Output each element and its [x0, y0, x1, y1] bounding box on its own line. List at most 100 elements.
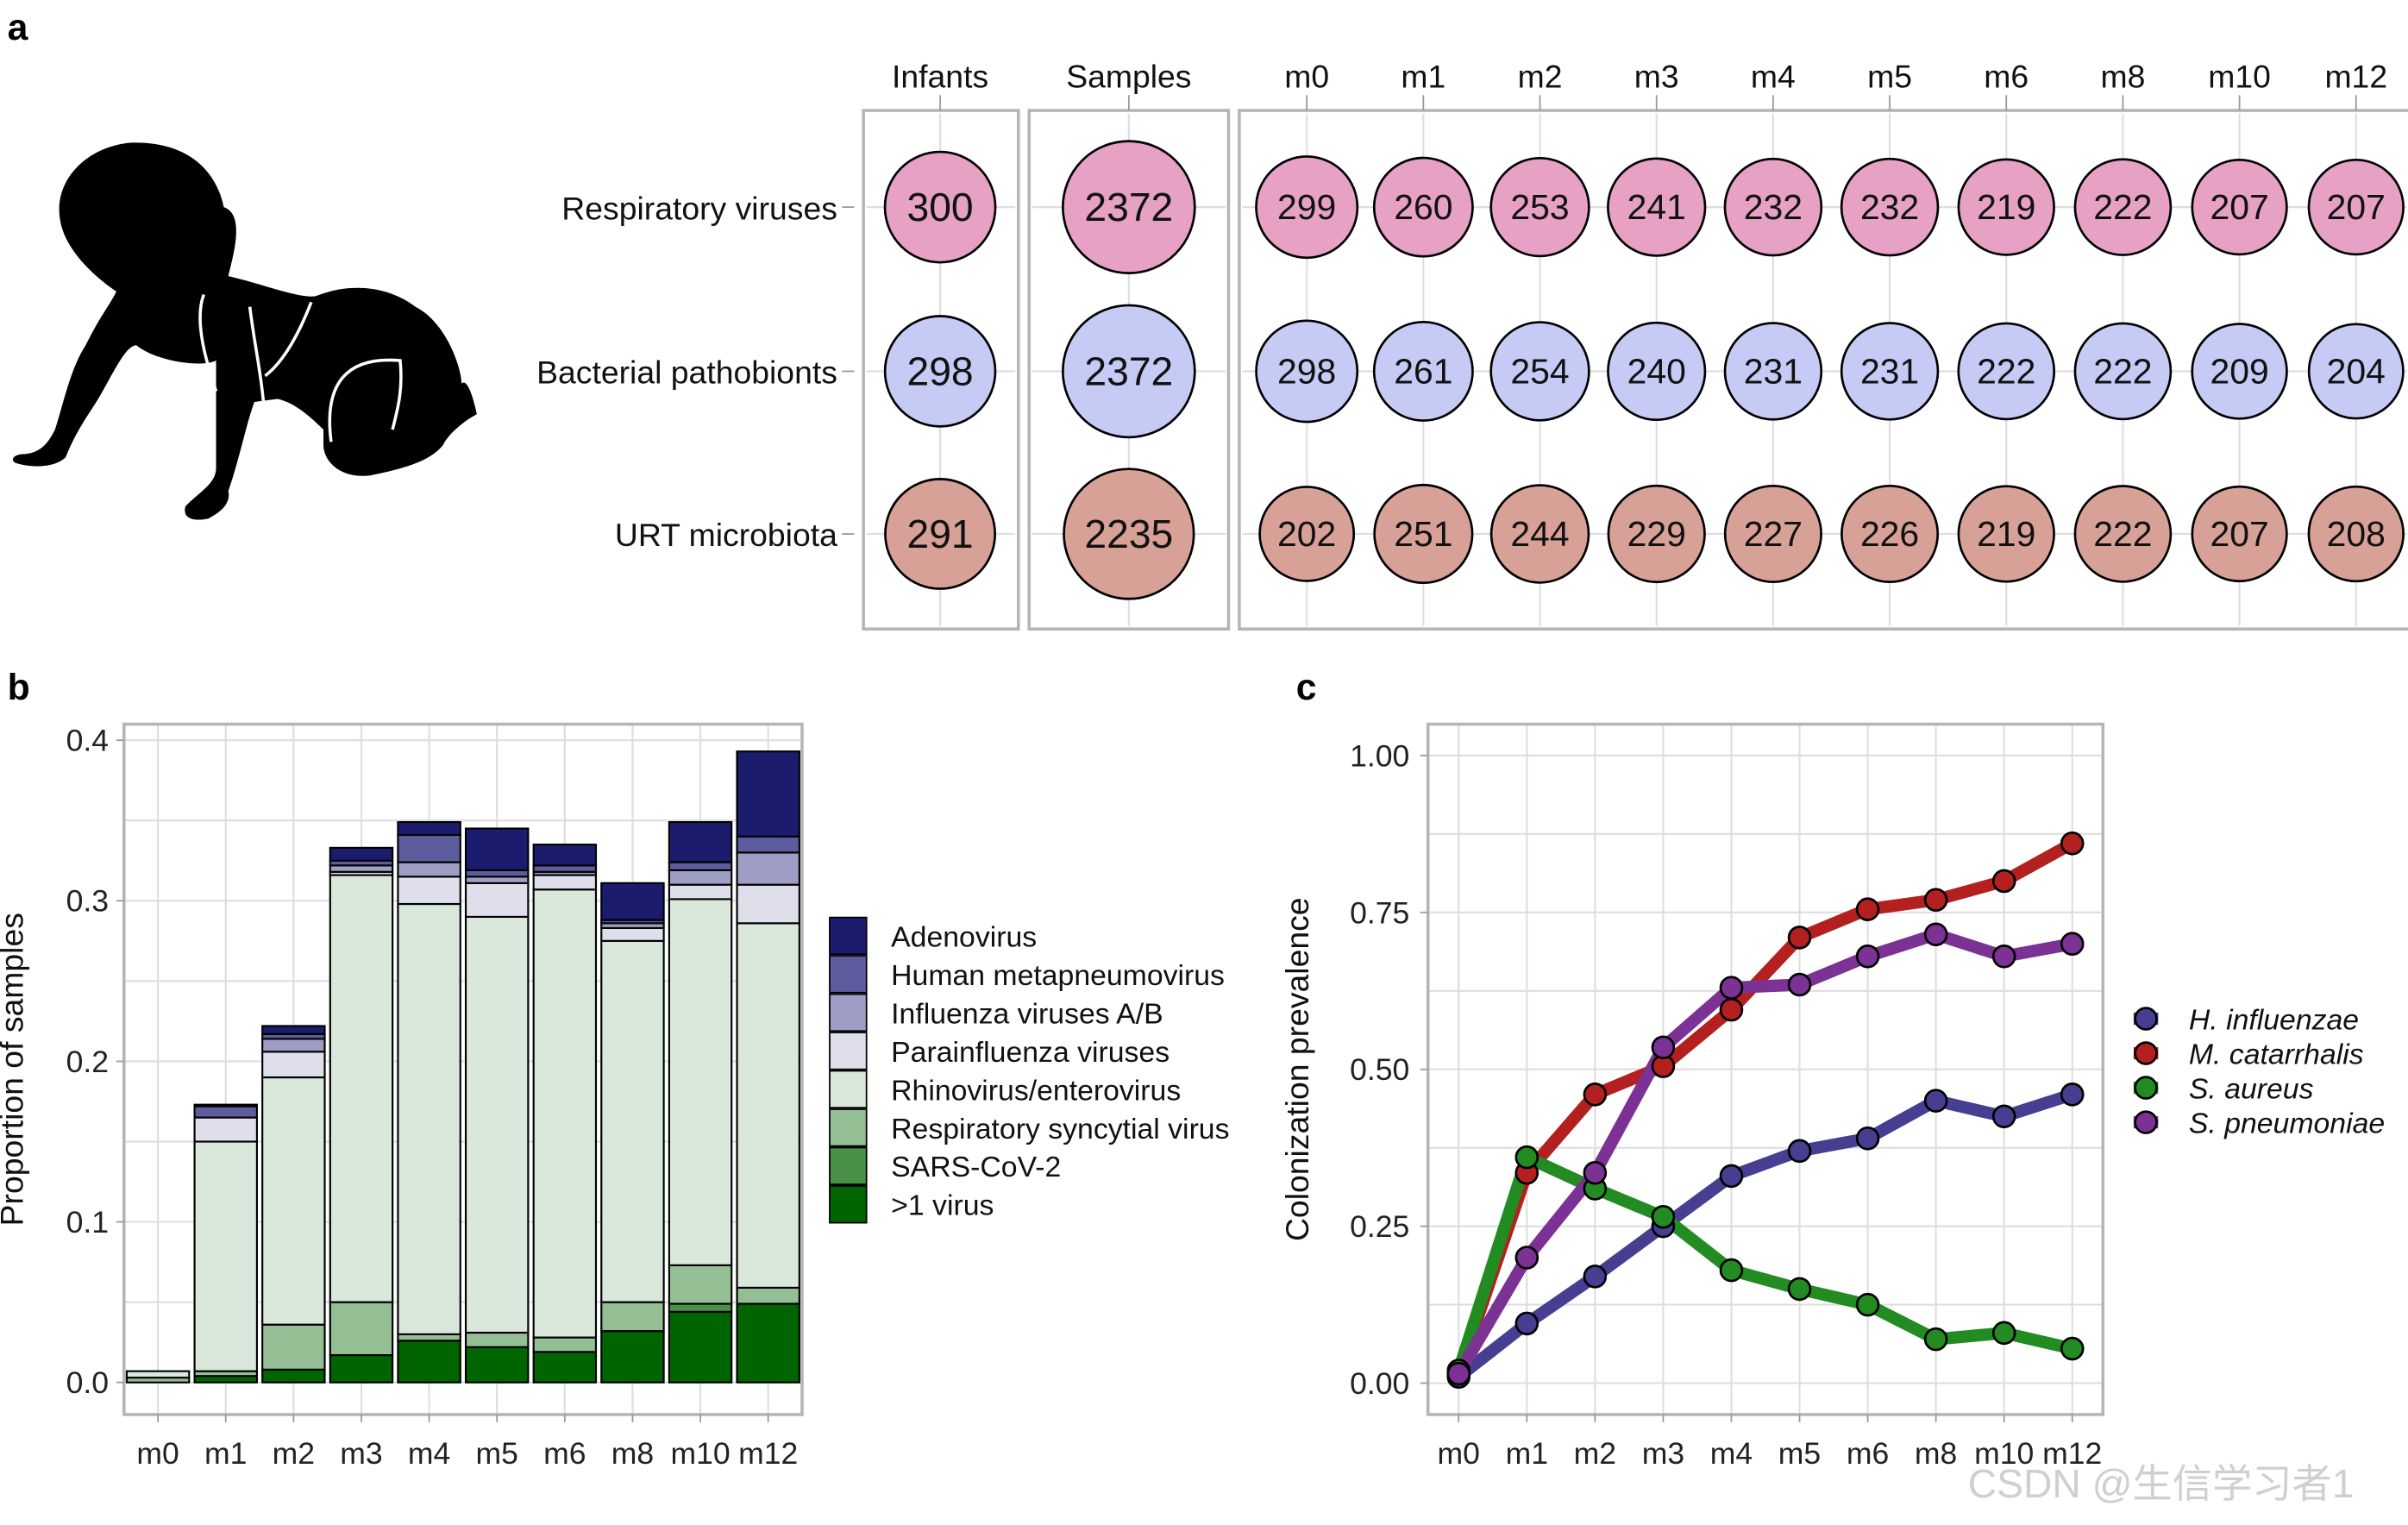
- bubble-timepoint: [1489, 156, 1590, 258]
- bubble-value: 208: [2327, 514, 2386, 554]
- series-line: [1452, 1151, 2074, 1373]
- bar-segment: [261, 1038, 326, 1053]
- bubble-value: 219: [1977, 514, 2035, 554]
- data-point: [1719, 976, 1744, 1000]
- bubble-value: 2372: [1084, 348, 1173, 393]
- series-line: [1452, 838, 2076, 1376]
- bar-segment: [736, 922, 800, 1289]
- bubble-timepoint: [1840, 157, 1940, 257]
- legend-label: SARS-CoV-2: [891, 1151, 1061, 1183]
- y-tick-label: 0.1: [66, 1205, 109, 1239]
- bubble-value: 207: [2210, 187, 2268, 227]
- bubble-samples: [1063, 468, 1195, 600]
- bubble-value: 222: [2093, 351, 2152, 391]
- bar-segment: [329, 864, 394, 873]
- data-point: [1651, 1035, 1676, 1060]
- bubble-value: 244: [1510, 514, 1569, 554]
- data-point: [2060, 1083, 2085, 1107]
- bar-segment: [668, 861, 733, 871]
- header-timepoint: m5: [1867, 58, 1912, 94]
- bubble-timepoint: [2191, 159, 2288, 256]
- bubble-timepoint: [1840, 322, 1940, 421]
- bubble-timepoint: [2307, 323, 2405, 420]
- bubble-value: 298: [1277, 351, 1336, 391]
- bubble-timepoint: [1258, 486, 1356, 582]
- data-point: [1719, 997, 1744, 1022]
- bubble-value: 254: [1510, 351, 1569, 391]
- bar-segment: [261, 1051, 326, 1079]
- bubble-value: 251: [1394, 514, 1452, 554]
- legend-label: M. catarrhalis: [2189, 1039, 2364, 1071]
- data-point: [1787, 1139, 1812, 1164]
- legend-swatch: [829, 955, 868, 994]
- panel-label-c: c: [1296, 667, 1317, 708]
- bar-segment: [736, 750, 800, 838]
- bar-segment: [261, 1323, 326, 1371]
- data-point: [2060, 831, 2085, 856]
- bar-segment: [464, 875, 530, 884]
- bubble-value: 227: [1744, 514, 1803, 554]
- bar-segment: [261, 1025, 326, 1035]
- header-infants: Infants: [892, 58, 988, 94]
- data-point: [2060, 932, 2085, 956]
- y-tick-label: 0.3: [66, 884, 109, 919]
- x-tick-label: m6: [543, 1436, 586, 1471]
- x-tick-label: m2: [1574, 1436, 1616, 1471]
- bar-segment: [532, 874, 598, 891]
- bubble-value: 202: [1277, 514, 1336, 554]
- data-point: [1923, 888, 1948, 913]
- x-tick-label: m1: [1506, 1436, 1548, 1471]
- x-tick-label: m8: [611, 1436, 654, 1471]
- panel-a-sample-table: Infants Samples m0 m1 m2 m3 m4 m5 m6 m8 m10 m12 Resp…: [536, 58, 2408, 631]
- bar-segment: [736, 851, 800, 886]
- data-point: [1583, 1161, 1608, 1185]
- y-tick-label: 0.4: [66, 724, 109, 758]
- x-tick-label: m5: [476, 1436, 518, 1471]
- bubble-timepoint: [2307, 485, 2405, 583]
- data-point: [1923, 1327, 1948, 1352]
- bubble-timepoint: [1372, 156, 1474, 258]
- row-label: Bacterial pathobionts: [536, 355, 837, 391]
- bubble-timepoint: [1723, 484, 1822, 583]
- header-timepoint: m1: [1401, 58, 1445, 94]
- data-point: [1719, 1258, 1744, 1283]
- bar-segment: [329, 874, 394, 1303]
- header-timepoint: m2: [1518, 58, 1563, 94]
- bubble-timepoint: [1607, 484, 1706, 584]
- data-point: [1855, 897, 1880, 921]
- bubble-timepoint: [1372, 320, 1474, 422]
- bar-segment: [736, 883, 800, 925]
- bar-segment: [668, 883, 733, 901]
- bar-segment: [397, 833, 461, 863]
- bubble-timepoint: [1957, 158, 2055, 256]
- bar-segment: [532, 888, 598, 1339]
- bubble-value: 231: [1744, 351, 1803, 391]
- row-label: URT microbiota: [615, 517, 837, 553]
- bar-segment: [464, 827, 530, 871]
- bubble-timepoint: [2073, 322, 2173, 421]
- timepoints-box: [1238, 109, 2408, 631]
- y-tick-label: 0.25: [1350, 1209, 1409, 1244]
- bar-segment: [532, 844, 598, 867]
- bubble-infants: [883, 150, 997, 264]
- header-timepoint: m0: [1284, 58, 1329, 94]
- y-axis-label: Colonization prevalence: [1279, 897, 1315, 1241]
- bar-segment: [329, 1353, 394, 1384]
- data-point: [1855, 1126, 1880, 1151]
- bubble-value: 222: [1977, 351, 2035, 391]
- bar-segment: [668, 821, 733, 863]
- bar-segment: [600, 882, 665, 921]
- y-tick-label: 0.00: [1350, 1366, 1409, 1401]
- series-line: [1453, 928, 2074, 1378]
- header-timepoint: m8: [2100, 58, 2145, 94]
- x-tick-label: m0: [136, 1436, 179, 1471]
- bar-segment: [668, 898, 733, 1266]
- bubble-value: 226: [1860, 514, 1919, 554]
- bubble-value: 2372: [1084, 185, 1173, 229]
- bubble-timepoint: [2073, 485, 2173, 583]
- bubble-value: 231: [1860, 351, 1919, 391]
- data-point: [1514, 1145, 1539, 1170]
- legend-label: >1 virus: [891, 1189, 994, 1222]
- y-tick-label: 0.75: [1350, 895, 1409, 930]
- bar-segment: [600, 926, 665, 942]
